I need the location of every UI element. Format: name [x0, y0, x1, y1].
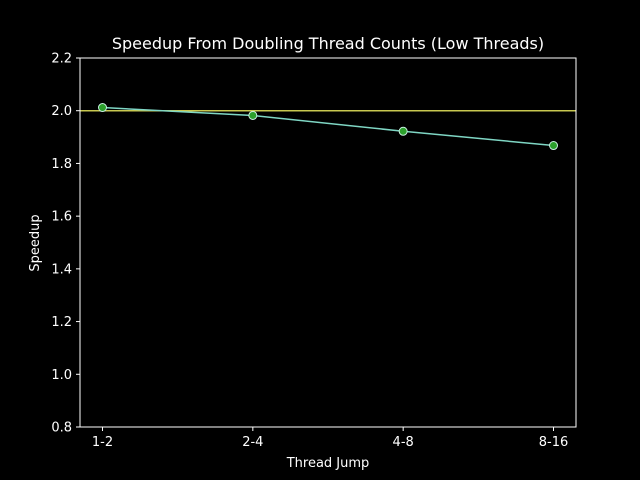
y-axis-label: Speedup: [28, 214, 43, 271]
y-tick-label: 1.4: [51, 262, 72, 277]
data-point: [398, 126, 408, 136]
chart-title: Speedup From Doubling Thread Counts (Low…: [112, 34, 544, 53]
x-tick-label: 8-16: [539, 435, 569, 450]
x-tick-label: 4-8: [393, 435, 414, 450]
x-axis-label: Thread Jump: [286, 456, 370, 471]
y-tick-label: 1.2: [51, 315, 72, 330]
y-tick-label: 1.6: [51, 210, 72, 225]
data-point: [248, 110, 258, 120]
y-tick-label: 1.0: [51, 368, 72, 383]
series-line: [102, 106, 554, 147]
y-tick-label: 1.8: [51, 157, 72, 172]
y-tick-label: 2.0: [51, 104, 72, 119]
y-tick-label: 0.8: [51, 421, 72, 436]
x-axis-ticks: 1-2 2-4 4-8 8-16: [92, 427, 568, 450]
plot-area-frame: [79, 57, 577, 428]
series-group: [98, 103, 558, 151]
data-point: [98, 103, 107, 113]
y-axis-ticks: 0.8 1.0 1.2 1.4 1.6 1.8 2.0 2.2: [51, 52, 80, 436]
y-tick-label: 2.2: [51, 52, 72, 67]
x-tick-label: 2-4: [242, 435, 263, 450]
data-point: [549, 141, 558, 151]
x-tick-label: 1-2: [92, 435, 113, 450]
